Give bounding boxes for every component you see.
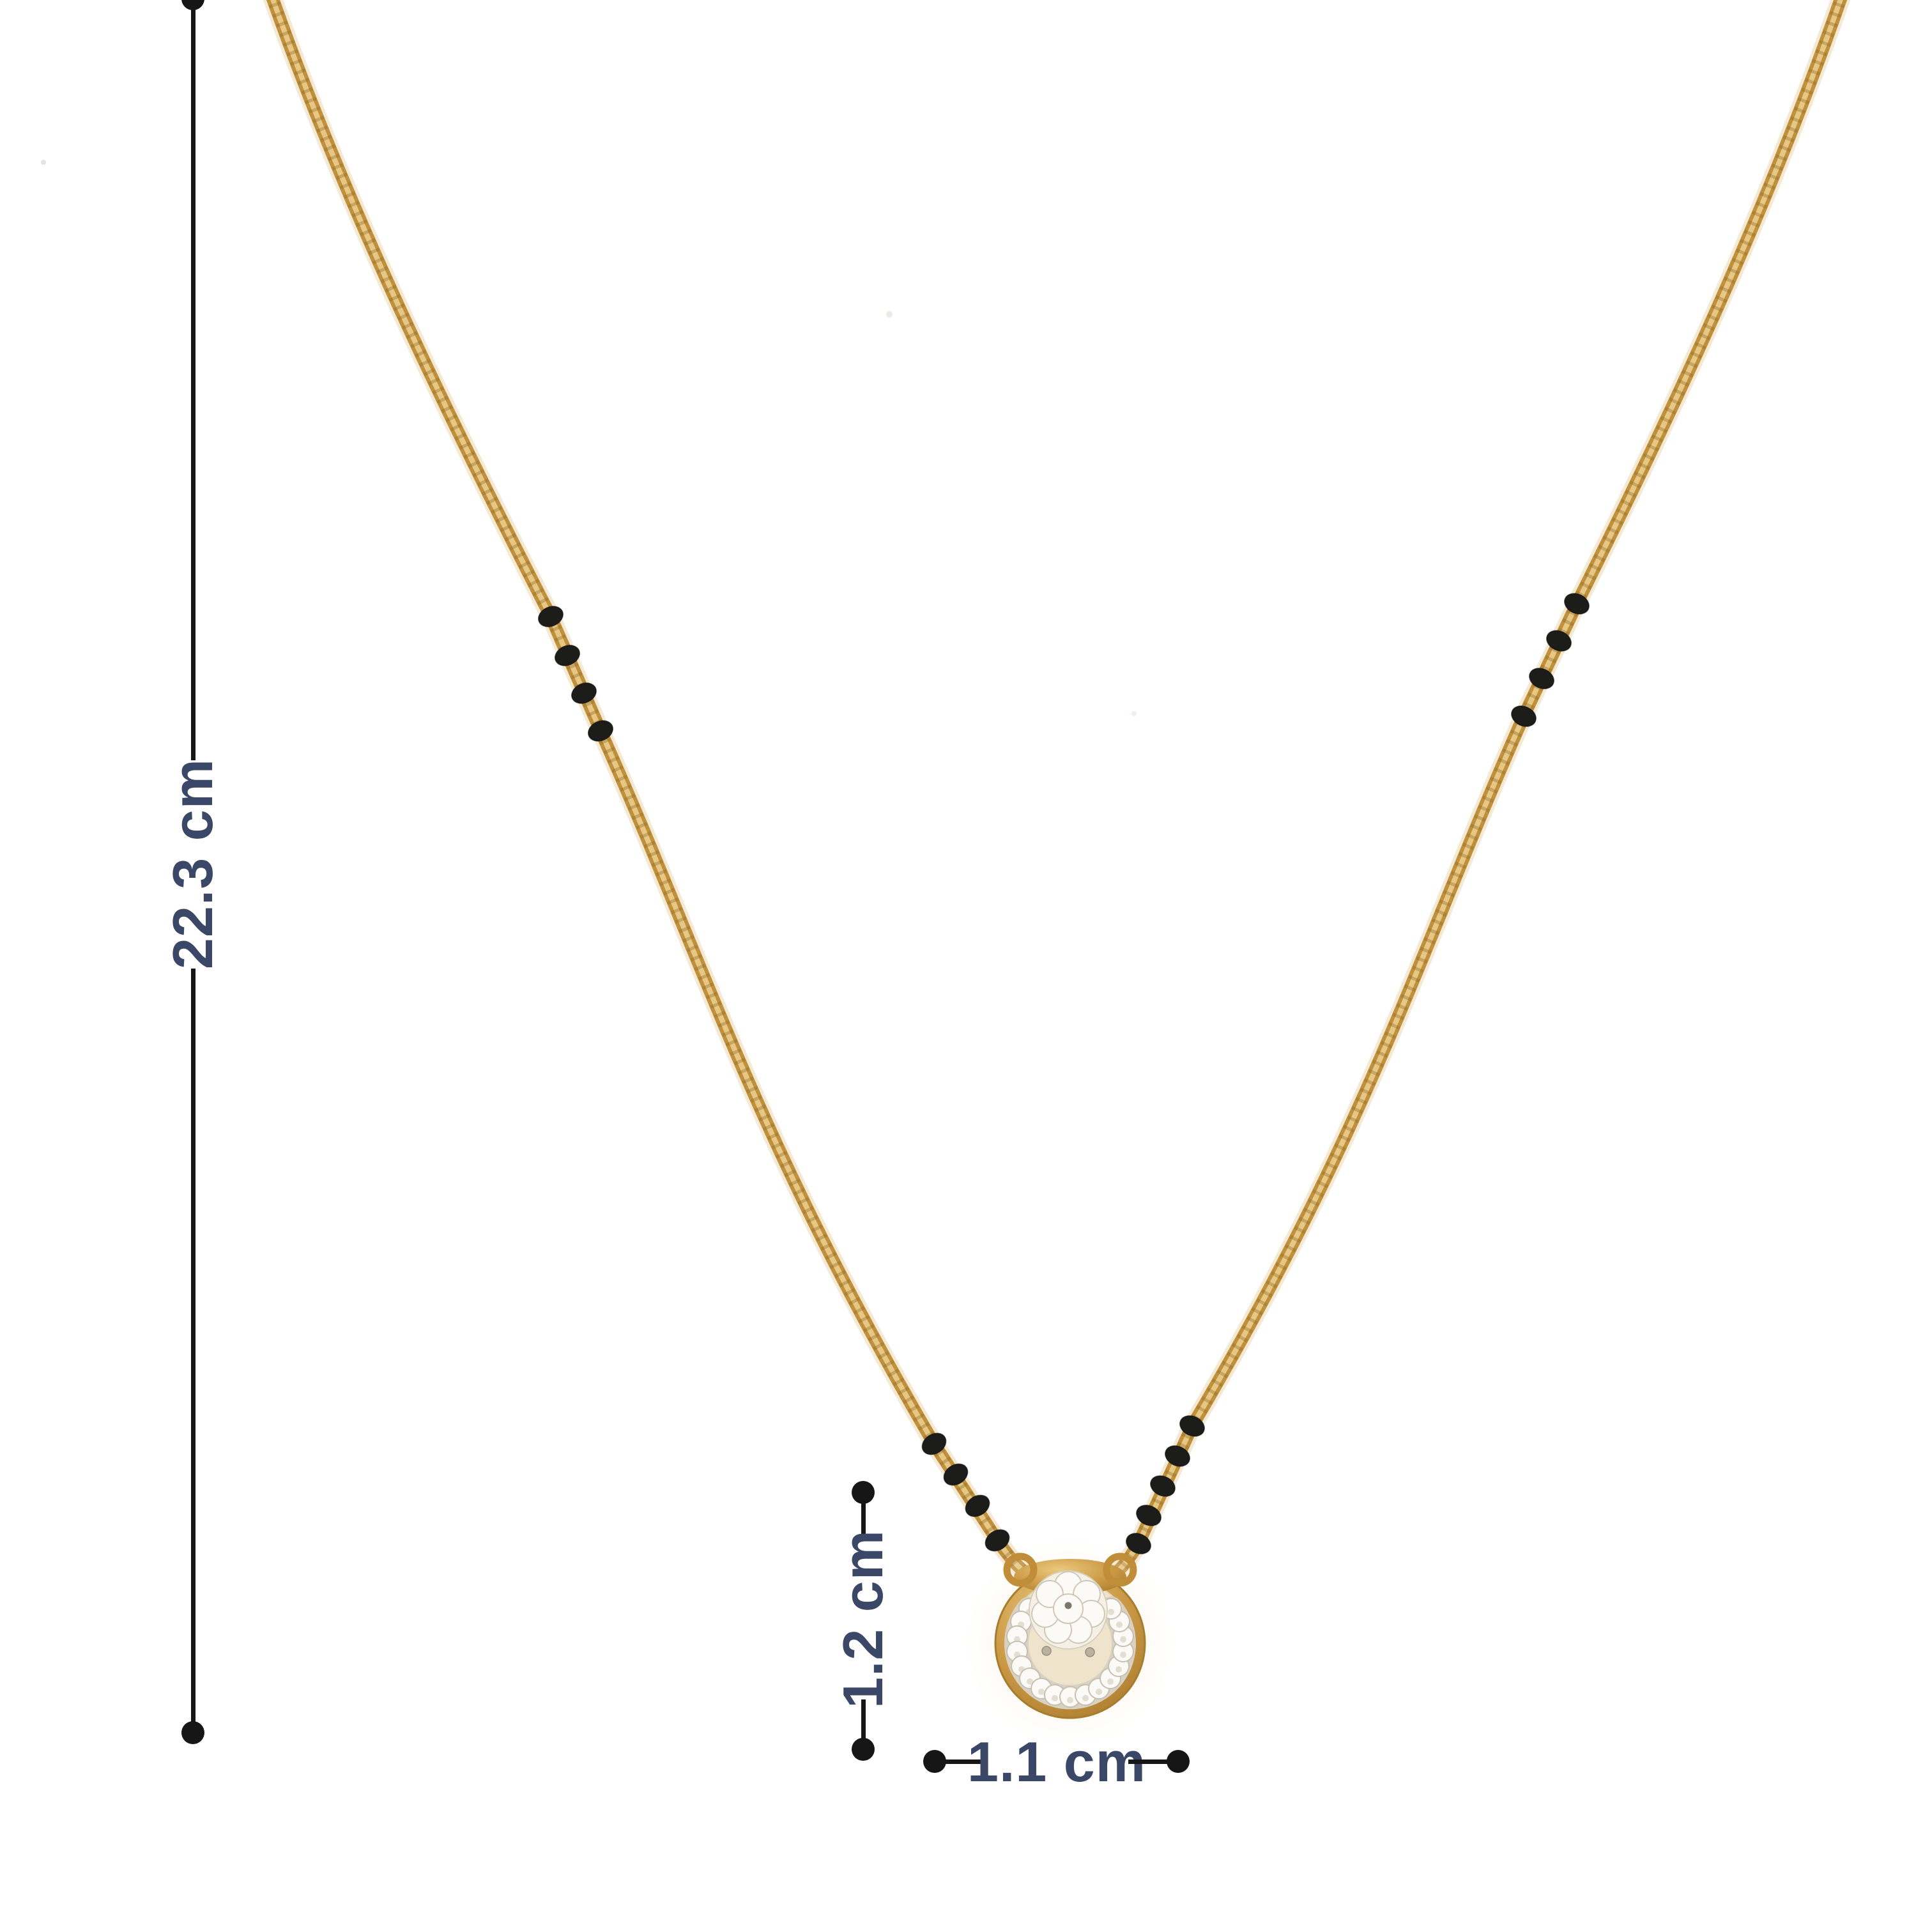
pendant-height-label: 1.2 cm [831,1529,894,1708]
bail-loop-left [1003,1552,1038,1587]
bead-group-lower-left [921,1432,1010,1552]
bail-loop-right [1103,1552,1137,1587]
dimension-endpoint-dot [852,1738,875,1761]
dimension-line-segment [861,1699,866,1749]
dimension-line-segment [191,6,195,760]
bead-group-upper-left [537,606,614,742]
dimension-endpoint-dot [181,0,204,10]
chain-right [1119,0,1843,1570]
chain-left [271,0,1022,1570]
dimension-line-segment [944,1759,985,1764]
dimension-endpoint-dot [923,1750,946,1773]
chain-length-label: 22.3 cm [161,758,224,969]
dust-specks [41,160,1137,716]
dimension-line-segment [861,1496,866,1538]
dimension-line-segment [1128,1759,1169,1764]
diamonds [1006,1559,1134,1708]
dimension-line-segment [191,969,195,1733]
dimension-endpoint-dot [1167,1750,1190,1773]
center-diamond-cluster [1029,1570,1108,1657]
bead-strands [537,593,1590,1554]
bead-group-lower-right [1126,1415,1205,1554]
pendant [958,1530,1182,1754]
dimension-endpoint-dot [181,1721,204,1744]
pendant-width-label: 1.1 cm [967,1730,1146,1793]
bead-group-upper-right [1511,593,1590,727]
